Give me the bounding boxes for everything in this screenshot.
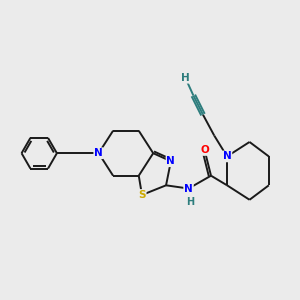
Text: H: H <box>186 197 194 207</box>
Text: N: N <box>223 152 231 161</box>
Text: S: S <box>138 190 146 200</box>
Text: N: N <box>94 148 103 158</box>
Text: H: H <box>181 73 190 83</box>
Text: N: N <box>167 156 175 166</box>
Text: N: N <box>184 184 193 194</box>
Text: O: O <box>200 145 209 155</box>
